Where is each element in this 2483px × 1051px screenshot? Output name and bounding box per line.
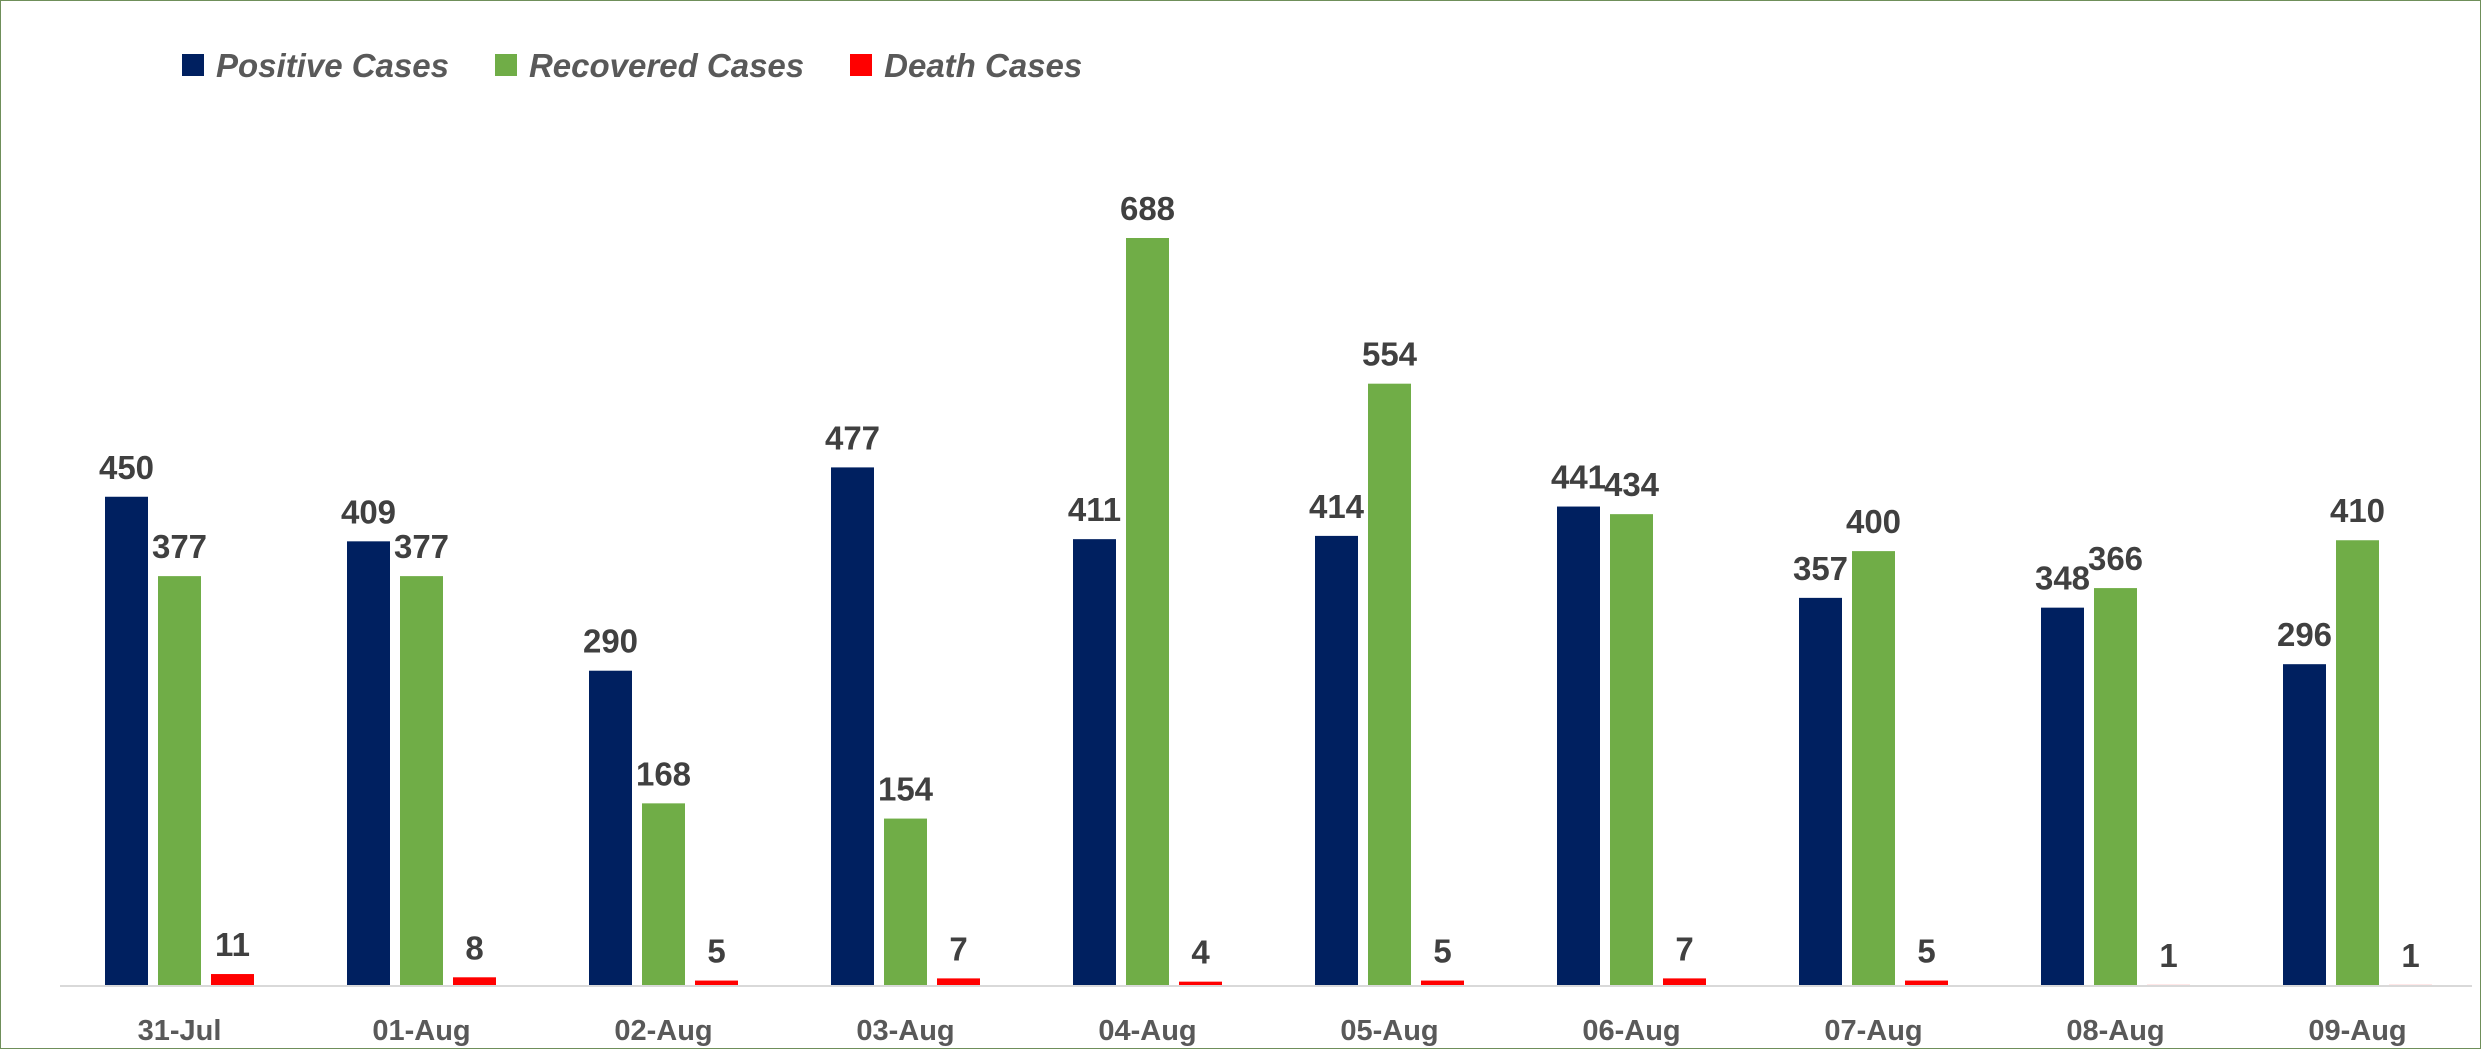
data-label-death-cases-07-aug: 5 <box>1917 933 1935 970</box>
data-label-recovered-cases-07-aug: 400 <box>1846 503 1901 540</box>
data-label-recovered-cases-02-aug: 168 <box>636 755 691 792</box>
data-label-recovered-cases-01-aug: 377 <box>394 528 449 565</box>
bar-recovered-cases-08-aug[interactable] <box>2094 588 2137 986</box>
bar-recovered-cases-02-aug[interactable] <box>642 803 685 986</box>
bar-positive-cases-05-aug[interactable] <box>1315 535 1358 986</box>
x-tick-label-06-aug: 06-Aug <box>1582 1015 1680 1047</box>
data-label-recovered-cases-03-aug: 154 <box>878 771 934 808</box>
x-tick-label-09-aug: 09-Aug <box>2308 1015 2406 1047</box>
bar-death-cases-05-aug[interactable] <box>1421 980 1464 986</box>
bar-positive-cases-09-aug[interactable] <box>2283 664 2326 986</box>
data-label-death-cases-06-aug: 7 <box>1675 930 1693 967</box>
labels-layer: 4503771140937782901685477154741168844145… <box>99 190 2420 974</box>
data-label-death-cases-05-aug: 5 <box>1433 933 1451 970</box>
data-label-death-cases-08-aug: 1 <box>2159 937 2177 974</box>
x-tick-label-03-aug: 03-Aug <box>856 1015 954 1047</box>
bar-positive-cases-02-aug[interactable] <box>589 670 632 986</box>
legend-item-recovered-cases[interactable]: Recovered Cases <box>494 46 805 84</box>
data-label-death-cases-01-aug: 8 <box>465 929 483 966</box>
legend-label-positive-cases: Positive Cases <box>216 46 449 84</box>
data-label-death-cases-04-aug: 4 <box>1191 934 1210 971</box>
legend-label-death-cases: Death Cases <box>884 46 1083 84</box>
bar-death-cases-02-aug[interactable] <box>695 980 738 986</box>
bar-recovered-cases-04-aug[interactable] <box>1126 238 1169 986</box>
x-tick-label-02-aug: 02-Aug <box>614 1015 712 1047</box>
bar-positive-cases-07-aug[interactable] <box>1799 597 1842 986</box>
bar-positive-cases-04-aug[interactable] <box>1073 539 1116 986</box>
data-label-recovered-cases-06-aug: 434 <box>1604 466 1660 503</box>
bar-recovered-cases-06-aug[interactable] <box>1610 514 1653 986</box>
bar-death-cases-31-jul[interactable] <box>211 974 254 986</box>
data-label-positive-cases-04-aug: 411 <box>1068 491 1121 528</box>
bar-positive-cases-03-aug[interactable] <box>831 467 874 987</box>
data-label-positive-cases-31-jul: 450 <box>99 449 154 486</box>
bar-death-cases-01-aug[interactable] <box>453 977 496 986</box>
x-tick-label-08-aug: 08-Aug <box>2066 1015 2164 1047</box>
data-label-death-cases-31-jul: 11 <box>215 926 250 963</box>
legend-label-recovered-cases: Recovered Cases <box>528 46 805 84</box>
data-label-recovered-cases-04-aug: 688 <box>1120 190 1175 227</box>
x-tick-label-31-jul: 31-Jul <box>138 1015 222 1047</box>
data-label-death-cases-09-aug: 1 <box>2401 937 2419 974</box>
x-tick-label-05-aug: 05-Aug <box>1340 1015 1438 1047</box>
bar-recovered-cases-07-aug[interactable] <box>1852 551 1895 986</box>
x-tick-label-04-aug: 04-Aug <box>1098 1015 1196 1047</box>
bars-layer <box>105 238 2432 987</box>
bar-positive-cases-01-aug[interactable] <box>347 541 390 986</box>
legend-item-positive-cases[interactable]: Positive Cases <box>182 49 449 82</box>
data-label-positive-cases-05-aug: 414 <box>1309 488 1365 525</box>
data-label-recovered-cases-09-aug: 410 <box>2330 492 2385 529</box>
legend-item-death-cases[interactable]: Death Cases <box>850 49 1082 82</box>
bar-recovered-cases-01-aug[interactable] <box>400 576 443 986</box>
bar-positive-cases-31-jul[interactable] <box>105 496 148 986</box>
data-label-recovered-cases-08-aug: 366 <box>2088 540 2143 577</box>
data-label-positive-cases-02-aug: 290 <box>583 623 638 660</box>
bar-death-cases-07-aug[interactable] <box>1905 980 1948 986</box>
data-label-death-cases-03-aug: 7 <box>949 930 967 967</box>
data-label-positive-cases-01-aug: 409 <box>341 493 396 530</box>
data-label-recovered-cases-31-jul: 377 <box>152 528 207 565</box>
bar-recovered-cases-05-aug[interactable] <box>1368 383 1411 986</box>
data-label-positive-cases-08-aug: 348 <box>2035 560 2090 597</box>
bar-recovered-cases-09-aug[interactable] <box>2336 540 2379 986</box>
legend-swatch-recovered-cases <box>494 54 517 76</box>
data-label-positive-cases-06-aug: 441 <box>1551 459 1606 496</box>
data-label-death-cases-02-aug: 5 <box>707 933 725 970</box>
bar-recovered-cases-03-aug[interactable] <box>884 818 927 986</box>
bar-positive-cases-06-aug[interactable] <box>1557 506 1600 986</box>
bar-death-cases-04-aug[interactable] <box>1179 981 1222 986</box>
bar-death-cases-03-aug[interactable] <box>937 978 980 986</box>
x-tick-label-07-aug: 07-Aug <box>1824 1015 1922 1047</box>
bar-death-cases-06-aug[interactable] <box>1663 978 1706 986</box>
bar-recovered-cases-31-jul[interactable] <box>158 576 201 986</box>
data-label-positive-cases-03-aug: 477 <box>825 419 880 456</box>
chart-legend: Positive Cases Recovered Cases Death Cas… <box>182 40 1082 90</box>
x-axis-ticks: 31-Jul 01-Aug 02-Aug 03-Aug 04-Aug 05-Aug 06-A… <box>138 1015 2407 1047</box>
data-label-positive-cases-09-aug: 296 <box>2277 616 2332 653</box>
legend-swatch-death-cases <box>850 54 873 76</box>
legend-swatch-positive-cases <box>182 54 204 76</box>
data-label-positive-cases-07-aug: 357 <box>1793 550 1848 587</box>
data-label-recovered-cases-05-aug: 554 <box>1362 336 1418 373</box>
x-tick-label-01-aug: 01-Aug <box>372 1015 470 1047</box>
bar-positive-cases-08-aug[interactable] <box>2041 607 2084 986</box>
